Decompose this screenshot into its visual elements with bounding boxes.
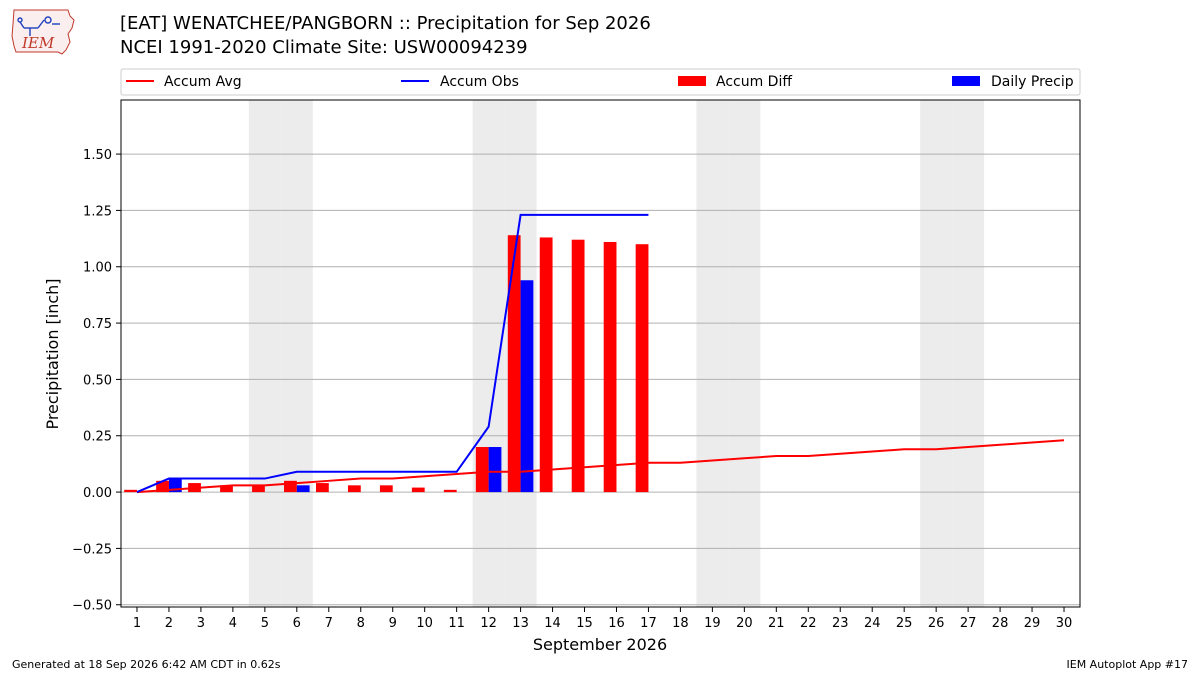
x-tick-label: 10 bbox=[416, 616, 433, 631]
x-tick-label: 11 bbox=[448, 616, 465, 631]
iem-logo: IEM bbox=[11, 9, 75, 55]
accum-diff-bar bbox=[507, 235, 521, 493]
daily-precip-bar bbox=[296, 485, 310, 493]
chart-subtitle: NCEI 1991-2020 Climate Site: USW00094239 bbox=[120, 37, 528, 58]
daily-precip-bar bbox=[488, 447, 502, 493]
accum-diff-bar bbox=[124, 489, 137, 493]
accum-diff-bar bbox=[252, 485, 265, 493]
weekend-shading bbox=[248, 100, 985, 607]
accum-diff-bar bbox=[284, 480, 297, 493]
legend-swatch-accum-diff bbox=[678, 76, 706, 86]
weekend-shade bbox=[952, 100, 985, 607]
generated-timestamp: Generated at 18 Sep 2026 6:42 AM CDT in … bbox=[12, 658, 281, 671]
accum-diff-bar bbox=[379, 485, 393, 493]
weekend-shade bbox=[728, 100, 761, 607]
x-tick-label: 12 bbox=[480, 616, 497, 631]
x-axis-ticks: 1 2 3 4 5 6 7 8 9 10 11 12 13 14 15 16 17 18 19 20 21 22 23 24 2… bbox=[133, 607, 1072, 631]
accum-diff-bar bbox=[443, 489, 457, 493]
x-tick-label: 5 bbox=[261, 616, 269, 631]
y-tick-label: 0.25 bbox=[83, 430, 112, 445]
autoplot-app-label: IEM Autoplot App #17 bbox=[1066, 658, 1189, 671]
legend-label-daily-precip: Daily Precip bbox=[991, 74, 1074, 90]
accum-diff-bar bbox=[156, 480, 169, 493]
accum-diff-bar bbox=[411, 487, 425, 493]
x-tick-label: 3 bbox=[197, 616, 205, 631]
weekend-shade bbox=[248, 100, 281, 607]
plot-frame bbox=[120, 99, 1081, 608]
y-axis-ticks: −0.50 −0.25 0.00 0.25 0.50 0.75 1.00 1.25 1.50 bbox=[72, 148, 121, 614]
accum-diff-bar bbox=[603, 241, 617, 493]
legend-label-accum-avg: Accum Avg bbox=[164, 74, 242, 90]
accum-diff-bar bbox=[635, 244, 649, 493]
x-tick-label: 30 bbox=[1056, 616, 1073, 631]
x-tick-label: 16 bbox=[608, 616, 625, 631]
x-tick-label: 24 bbox=[864, 616, 881, 631]
x-tick-label: 26 bbox=[928, 616, 945, 631]
legend: Accum Avg Accum Obs Accum Diff Daily Pre… bbox=[120, 68, 1081, 96]
y-tick-label: −0.50 bbox=[72, 599, 112, 614]
x-tick-label: 27 bbox=[960, 616, 977, 631]
x-tick-label: 21 bbox=[768, 616, 785, 631]
x-tick-label: 1 bbox=[133, 616, 141, 631]
y-axis-label: Precipitation [inch] bbox=[43, 278, 62, 429]
x-tick-label: 14 bbox=[544, 616, 561, 631]
accum-diff-bar bbox=[220, 485, 233, 493]
y-tick-label: −0.25 bbox=[72, 542, 112, 557]
x-tick-label: 13 bbox=[512, 616, 529, 631]
y-tick-label: 1.00 bbox=[83, 261, 112, 276]
legend-box bbox=[120, 68, 1081, 96]
y-tick-label: 1.25 bbox=[83, 204, 112, 219]
weather-station-icon bbox=[17, 16, 60, 36]
x-tick-label: 2 bbox=[165, 616, 173, 631]
x-tick-label: 23 bbox=[832, 616, 849, 631]
weekend-shade bbox=[920, 100, 953, 607]
x-tick-label: 9 bbox=[389, 616, 397, 631]
bars bbox=[124, 235, 649, 493]
logo-state-outline bbox=[11, 9, 75, 55]
x-tick-label: 15 bbox=[576, 616, 593, 631]
x-tick-label: 17 bbox=[640, 616, 657, 631]
x-tick-label: 4 bbox=[229, 616, 237, 631]
accum-diff-bar bbox=[315, 483, 329, 493]
accum-diff-bar bbox=[475, 447, 489, 493]
weekend-shade bbox=[696, 100, 729, 607]
legend-swatch-daily-precip bbox=[952, 76, 980, 86]
weekend-shade bbox=[280, 100, 313, 607]
x-tick-label: 29 bbox=[1024, 616, 1041, 631]
y-tick-label: 0.00 bbox=[83, 486, 112, 501]
y-tick-label: 0.50 bbox=[83, 373, 112, 388]
accum-obs-line bbox=[136, 213, 649, 494]
x-tick-label: 19 bbox=[704, 616, 721, 631]
x-tick-label: 20 bbox=[736, 616, 753, 631]
logo-text: IEM bbox=[21, 34, 55, 52]
accum-avg-line bbox=[136, 439, 1065, 494]
chart-title: [EAT] WENATCHEE/PANGBORN :: Precipitatio… bbox=[120, 13, 651, 34]
x-tick-label: 6 bbox=[293, 616, 301, 631]
lines bbox=[136, 213, 1065, 494]
x-tick-label: 22 bbox=[800, 616, 817, 631]
accum-diff-bar bbox=[347, 485, 361, 493]
x-axis-label: September 2026 bbox=[533, 635, 667, 654]
x-tick-label: 18 bbox=[672, 616, 689, 631]
accum-diff-bar bbox=[571, 239, 585, 493]
x-tick-label: 25 bbox=[896, 616, 913, 631]
x-tick-label: 8 bbox=[357, 616, 365, 631]
y-tick-label: 1.50 bbox=[83, 148, 112, 163]
x-tick-label: 7 bbox=[325, 616, 333, 631]
x-tick-label: 28 bbox=[992, 616, 1009, 631]
y-tick-label: 0.75 bbox=[83, 317, 112, 332]
legend-label-accum-diff: Accum Diff bbox=[716, 74, 792, 90]
daily-precip-bar bbox=[520, 280, 534, 493]
accum-diff-bar bbox=[539, 237, 553, 493]
legend-label-accum-obs: Accum Obs bbox=[440, 74, 519, 90]
grid-lines bbox=[121, 153, 1080, 606]
